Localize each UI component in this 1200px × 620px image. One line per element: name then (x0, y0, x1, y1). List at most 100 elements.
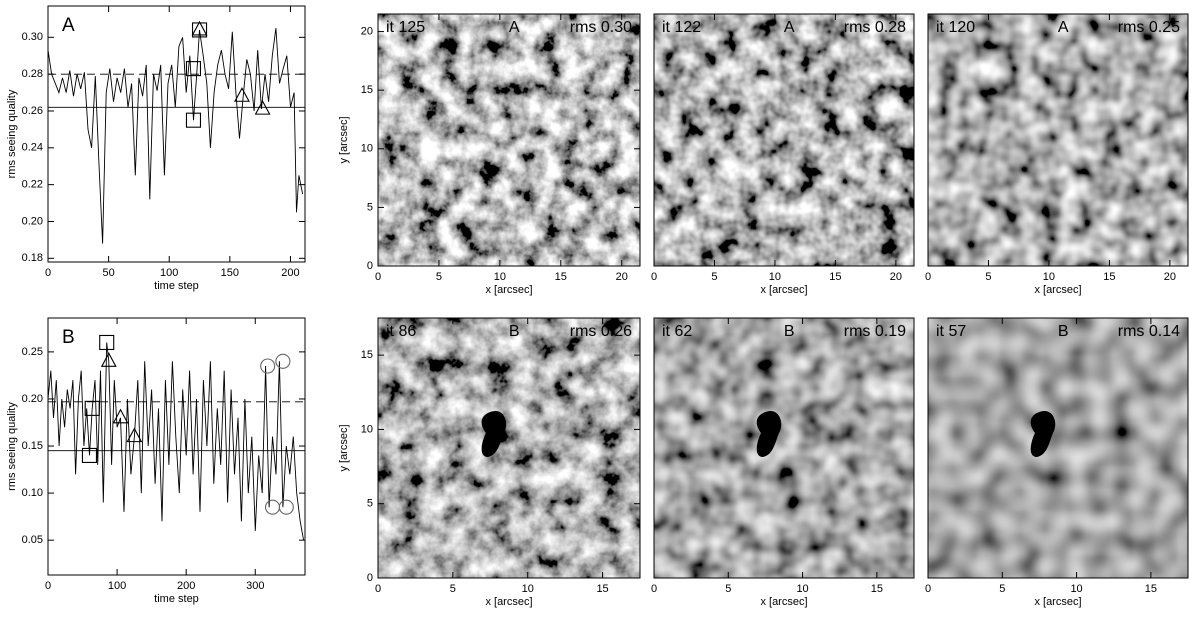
y-axis-label: y [arcsec] (338, 424, 350, 471)
plot-frame (377, 13, 641, 267)
square-marker (185, 112, 202, 128)
rms-label: rms 0.28 (844, 19, 906, 36)
plot-frame (47, 317, 306, 576)
iteration-label: it 120 (936, 19, 975, 36)
x-tick-label: 0 (375, 583, 381, 595)
triangle-marker (112, 408, 129, 424)
x-axis-label: x [arcsec] (760, 596, 807, 608)
dataset-label: B (509, 323, 520, 340)
panel-letter: A (62, 15, 75, 36)
x-tick-label: 15 (871, 583, 883, 595)
x-tick-label: 5 (999, 583, 1005, 595)
x-axis-label: x [arcsec] (485, 596, 532, 608)
square-marker (185, 61, 202, 77)
square-marker (84, 400, 100, 416)
x-tick-label: 20 (890, 271, 902, 283)
series-line (47, 342, 305, 541)
iteration-label: it 86 (386, 323, 416, 340)
dataset-label: A (509, 19, 520, 36)
rms-label: rms 0.14 (1118, 323, 1180, 340)
y-tick-label: 0.24 (22, 142, 43, 154)
iteration-label: it 62 (662, 323, 692, 340)
x-axis-label: x [arcsec] (760, 284, 807, 296)
rms-label: rms 0.30 (570, 19, 632, 36)
x-tick-label: 5 (985, 271, 991, 283)
x-tick-label: 10 (494, 271, 506, 283)
x-tick-label: 15 (829, 271, 841, 283)
iteration-label: it 122 (662, 19, 701, 36)
x-tick-label: 100 (108, 580, 126, 592)
y-tick-label: 0.05 (22, 534, 43, 546)
x-tick-label: 10 (796, 583, 808, 595)
x-tick-label: 200 (177, 580, 195, 592)
y-tick-label: 15 (361, 349, 373, 361)
x-tick-label: 10 (1070, 583, 1082, 595)
x-tick-label: 20 (1164, 271, 1176, 283)
solar-image (378, 318, 640, 578)
dataset-label: B (1058, 323, 1069, 340)
x-tick-label: 15 (555, 271, 567, 283)
triangle-marker (191, 20, 208, 36)
x-tick-label: 10 (769, 271, 781, 283)
plot-frame (653, 13, 915, 267)
x-axis-label: x [arcsec] (485, 284, 532, 296)
solar-image (654, 318, 914, 578)
x-tick-label: 0 (45, 267, 51, 279)
plot-frame (653, 317, 915, 579)
x-axis-label: time step (154, 593, 199, 605)
solar-image (928, 318, 1188, 578)
plot-frame (377, 317, 641, 579)
y-axis-label: rms seeing quality (6, 402, 18, 491)
x-tick-label: 10 (522, 583, 534, 595)
dataset-label: B (784, 323, 795, 340)
circle-marker (275, 353, 291, 369)
plot-frame (927, 13, 1189, 267)
y-tick-label: 0.22 (22, 179, 43, 191)
x-tick-label: 300 (246, 580, 264, 592)
x-tick-label: 0 (651, 583, 657, 595)
plot-area (48, 6, 305, 262)
x-tick-label: 15 (1103, 271, 1115, 283)
dataset-label: A (784, 19, 795, 36)
x-axis-label: x [arcsec] (1034, 284, 1081, 296)
y-tick-label: 0 (367, 572, 373, 584)
y-tick-label: 10 (361, 143, 373, 155)
y-tick-label: 0.28 (22, 68, 43, 80)
iteration-label: it 57 (936, 323, 966, 340)
y-tick-label: 0 (367, 260, 373, 272)
y-tick-label: 0.20 (22, 215, 43, 227)
dataset-label: A (1058, 19, 1069, 36)
square-marker (99, 334, 115, 351)
rms-label: rms 0.26 (570, 323, 632, 340)
plot-frame (47, 5, 306, 263)
y-tick-label: 0.26 (22, 105, 43, 117)
x-tick-label: 150 (221, 267, 239, 279)
x-tick-label: 50 (102, 267, 114, 279)
x-tick-label: 0 (375, 271, 381, 283)
x-tick-label: 100 (160, 267, 178, 279)
y-axis-label: rms seeing quality (6, 89, 18, 178)
y-tick-label: 0.30 (22, 31, 43, 43)
pore (481, 411, 507, 457)
y-tick-label: 0.25 (22, 346, 43, 358)
x-tick-label: 5 (711, 271, 717, 283)
triangle-marker (100, 352, 117, 367)
y-tick-label: 0.20 (22, 393, 43, 405)
x-tick-label: 15 (1145, 583, 1157, 595)
pore (1030, 411, 1056, 457)
rms-label: rms 0.19 (844, 323, 906, 340)
x-tick-label: 5 (436, 271, 442, 283)
x-tick-label: 0 (925, 271, 931, 283)
x-tick-label: 5 (725, 583, 731, 595)
panel-letter: B (62, 327, 75, 348)
y-tick-label: 5 (367, 201, 373, 213)
y-axis-label: y [arcsec] (338, 116, 350, 163)
y-tick-label: 5 (367, 498, 373, 510)
circle-marker (260, 358, 276, 374)
x-tick-label: 0 (925, 583, 931, 595)
rms-label: rms 0.25 (1118, 19, 1180, 36)
square-marker (81, 447, 98, 463)
x-axis-label: time step (154, 280, 199, 292)
solar-image (654, 14, 914, 266)
